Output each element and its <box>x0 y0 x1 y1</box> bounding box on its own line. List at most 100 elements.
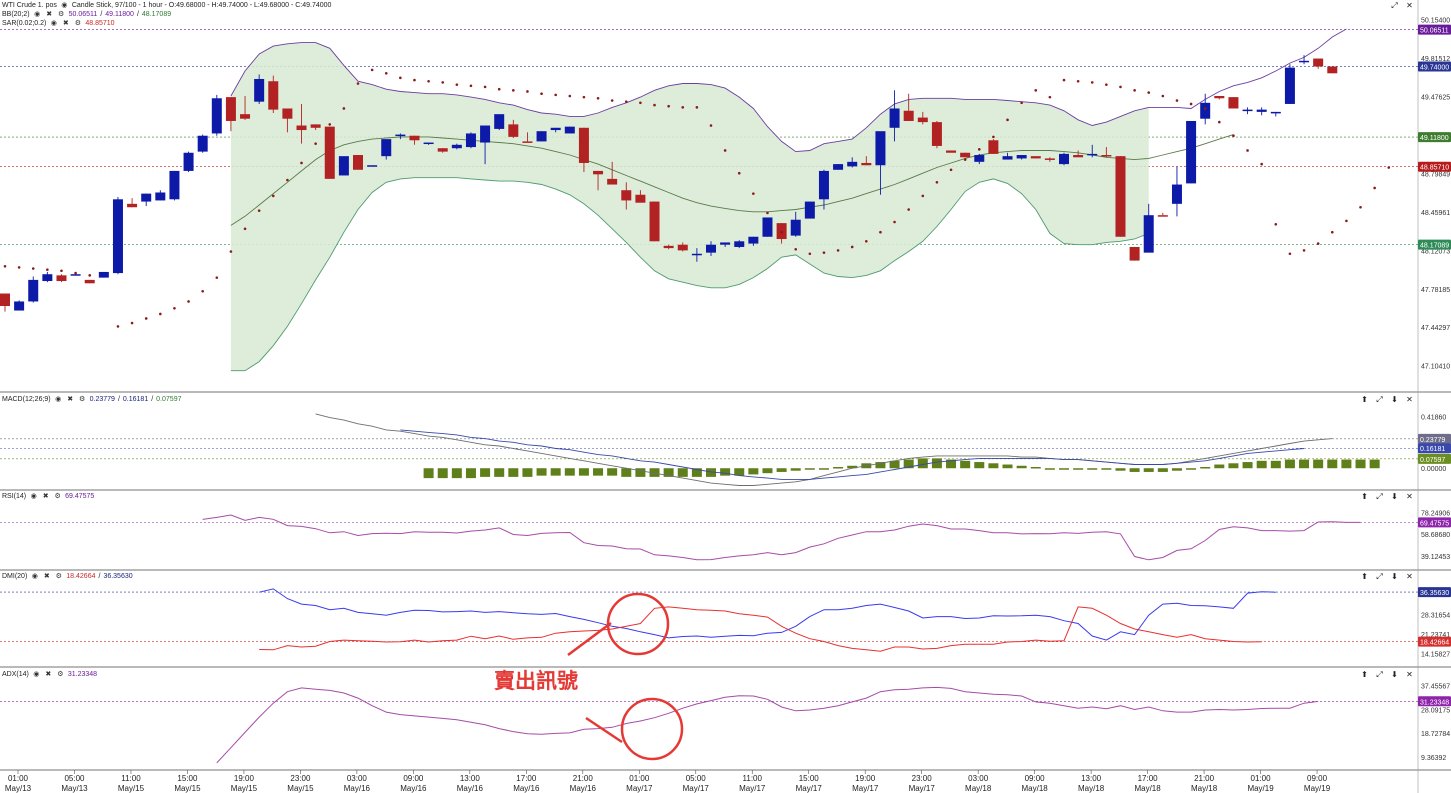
macd-tick-label: 0.41860 <box>1421 415 1446 422</box>
gear-icon[interactable]: ⚙ <box>57 11 65 18</box>
x-tick-date: May/17 <box>909 784 936 793</box>
sar-dot <box>794 247 798 251</box>
candle-body <box>1016 155 1027 159</box>
candle-body <box>889 108 900 128</box>
expand-icon[interactable]: ⤢ <box>1376 395 1383 404</box>
eye-icon[interactable]: ◉ <box>50 20 57 27</box>
expand-icon[interactable]: ⤢ <box>1376 492 1383 501</box>
candle-body <box>296 125 307 131</box>
sar-dot <box>257 209 261 212</box>
eye-icon[interactable]: ◉ <box>33 671 40 678</box>
macd-histogram-bar <box>564 468 575 476</box>
candle-body <box>790 219 801 236</box>
macd-histogram-bar <box>988 463 999 469</box>
candle-body <box>56 275 67 282</box>
expand-icon[interactable]: ⤢ <box>1391 1 1398 10</box>
macd-histogram-bar <box>776 468 787 472</box>
close-icon[interactable]: ✖ <box>43 573 50 580</box>
gear-icon[interactable]: ⚙ <box>54 493 61 500</box>
close-icon[interactable]: ✕ <box>1406 1 1413 10</box>
close-icon[interactable]: ✕ <box>1406 395 1413 404</box>
close-icon[interactable]: ✖ <box>62 20 69 27</box>
macd-panel-controls: ⬆ ⤢ ⬇ ✕ <box>1358 395 1416 405</box>
close-icon[interactable]: ✖ <box>67 396 74 403</box>
x-tick-date: May/19 <box>1304 784 1331 793</box>
sar-dot <box>1048 95 1052 99</box>
candle-body <box>1186 120 1197 184</box>
candle-body <box>931 122 942 146</box>
adx-line <box>216 686 1319 764</box>
sar-dot <box>624 100 628 103</box>
close-icon[interactable]: ✕ <box>1406 572 1413 581</box>
sar-dot <box>1090 81 1094 84</box>
macd-histogram-bar <box>465 468 476 479</box>
close-icon[interactable]: ✕ <box>1406 492 1413 501</box>
sar-dot <box>1175 99 1179 102</box>
candle-body <box>0 293 10 306</box>
sar-dot <box>992 135 995 139</box>
x-tick-time: 01:00 <box>1251 774 1272 783</box>
candle-body <box>1087 153 1098 156</box>
bb-mid-badge <box>1418 132 1451 143</box>
close-icon[interactable]: ✕ <box>1406 670 1413 679</box>
price-tick-label: 48.79849 <box>1421 171 1450 178</box>
close-icon[interactable]: ✖ <box>42 493 49 500</box>
move-up-icon[interactable]: ⬆ <box>1361 492 1368 501</box>
candle-body <box>1228 97 1239 109</box>
eye-icon[interactable]: ◉ <box>61 2 68 9</box>
x-tick-date: May/17 <box>626 784 653 793</box>
eye-icon[interactable]: ◉ <box>30 493 37 500</box>
gear-icon[interactable]: ⚙ <box>74 20 81 27</box>
eye-icon[interactable]: ◉ <box>34 11 41 18</box>
close-icon[interactable]: ✖ <box>45 671 52 678</box>
candle-body <box>593 170 604 175</box>
adx-tick-label: 9.36392 <box>1421 755 1446 762</box>
x-tick-date: May/16 <box>513 784 540 793</box>
x-tick-time: 01:00 <box>8 774 29 783</box>
macd-line-badge <box>1418 433 1451 444</box>
candle-body <box>324 126 335 179</box>
macd-histogram-bar <box>593 468 604 476</box>
eye-icon[interactable]: ◉ <box>31 573 38 580</box>
candle-body <box>1256 109 1267 112</box>
x-tick-time: 05:00 <box>64 774 85 783</box>
sar-dot <box>130 321 134 325</box>
move-down-icon[interactable]: ⬇ <box>1391 395 1398 404</box>
candle-body <box>1030 156 1041 159</box>
macd-histogram-bar <box>1002 464 1013 469</box>
sar-dot <box>1260 162 1263 166</box>
gear-icon[interactable]: ⚙ <box>55 573 62 580</box>
candle-body <box>1101 155 1112 157</box>
sar-dot <box>1232 134 1235 138</box>
move-down-icon[interactable]: ⬇ <box>1391 670 1398 679</box>
gear-icon[interactable]: ⚙ <box>57 671 64 678</box>
close-icon[interactable]: ✖ <box>46 11 53 18</box>
macd-histogram-bar <box>522 468 533 477</box>
expand-icon[interactable]: ⤢ <box>1376 572 1383 581</box>
candle-body <box>225 97 236 121</box>
x-tick-time: 05:00 <box>686 774 707 783</box>
x-tick-date: May/19 <box>1247 784 1274 793</box>
sar-dot <box>271 194 275 198</box>
macd-histogram-bar <box>1030 467 1041 469</box>
macd-histogram-bar <box>1186 468 1197 470</box>
macd-histogram-bar <box>1087 468 1098 470</box>
sar-dot <box>1062 78 1066 82</box>
move-up-icon[interactable]: ⬆ <box>1361 572 1368 581</box>
signal-arrow-dmi <box>567 621 612 657</box>
macd-histogram-bar <box>1101 468 1112 470</box>
sar-dot <box>1218 120 1221 124</box>
move-down-icon[interactable]: ⬇ <box>1391 572 1398 581</box>
eye-icon[interactable]: ◉ <box>55 396 62 403</box>
bollinger-mid-line <box>230 134 1234 226</box>
move-up-icon[interactable]: ⬆ <box>1361 670 1368 679</box>
sar-label: SAR(0.02;0.2) <box>2 20 47 27</box>
sar-dot <box>780 230 783 234</box>
gear-icon[interactable]: ⚙ <box>79 396 86 403</box>
move-up-icon[interactable]: ⬆ <box>1361 395 1368 404</box>
move-down-icon[interactable]: ⬇ <box>1391 492 1398 501</box>
sar-dot <box>1246 149 1249 152</box>
candle-body <box>550 127 561 131</box>
expand-icon[interactable]: ⤢ <box>1376 670 1383 679</box>
candle-body <box>1171 184 1182 204</box>
